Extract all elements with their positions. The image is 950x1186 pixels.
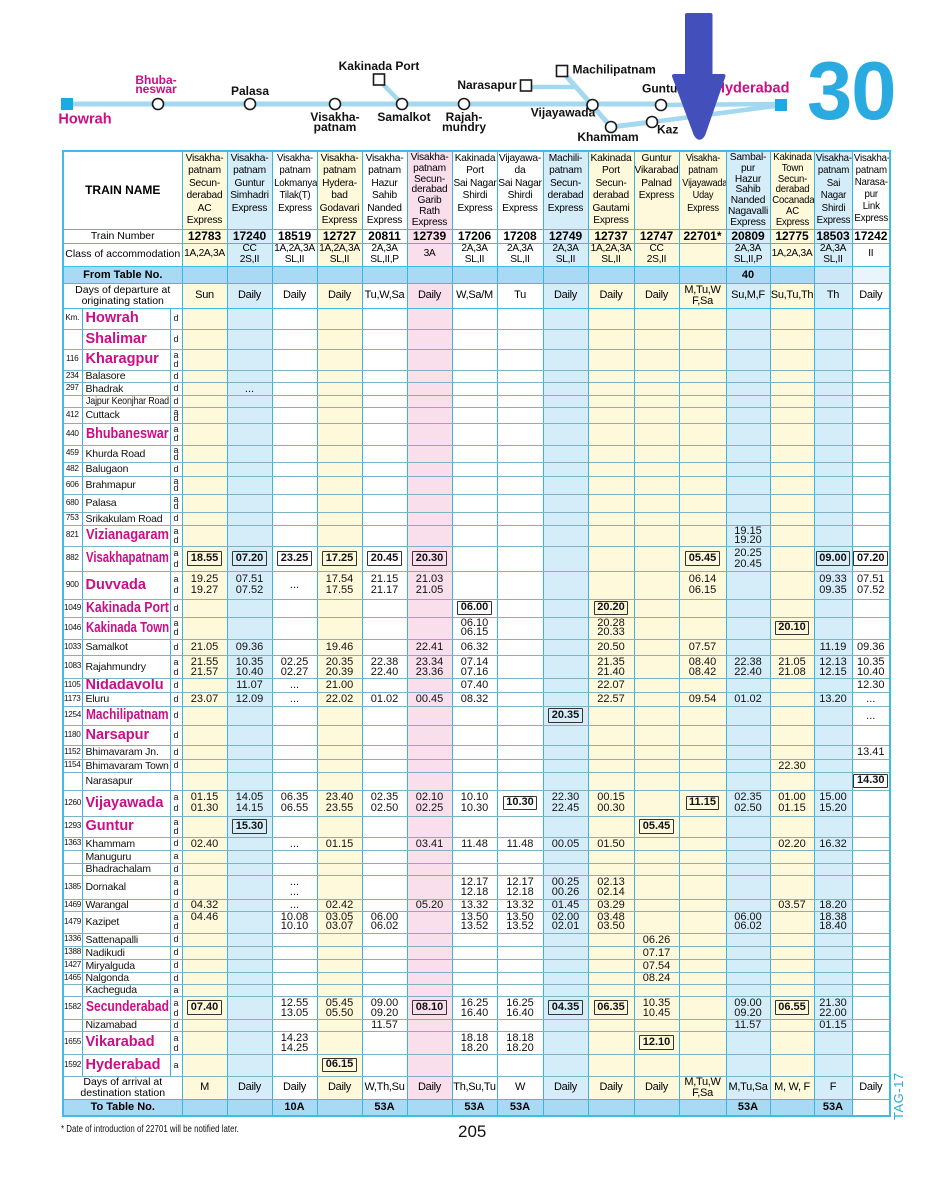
svg-text:Bhuba-: Bhuba- [135, 73, 176, 87]
svg-text:Khammam: Khammam [577, 130, 638, 144]
svg-text:Kaz: Kaz [657, 123, 678, 137]
svg-text:Vijayawada: Vijayawada [531, 106, 596, 120]
svg-text:Palasa: Palasa [231, 84, 269, 98]
svg-text:Samalkot: Samalkot [377, 110, 430, 124]
svg-text:Narasapur: Narasapur [457, 78, 517, 92]
svg-text:Machilipatnam: Machilipatnam [573, 63, 656, 77]
svg-text:Rajah-: Rajah- [446, 110, 483, 124]
svg-text:neswar: neswar [135, 82, 177, 96]
svg-text:Guntur: Guntur [642, 82, 682, 96]
svg-text:Hyderabad: Hyderabad [715, 81, 790, 97]
svg-text:mundry: mundry [442, 120, 486, 134]
svg-text:Howrah: Howrah [58, 112, 111, 128]
svg-text:Kakinada Port: Kakinada Port [339, 59, 420, 73]
svg-text:patnam: patnam [314, 120, 357, 134]
svg-text:Visakha-: Visakha- [310, 110, 359, 124]
